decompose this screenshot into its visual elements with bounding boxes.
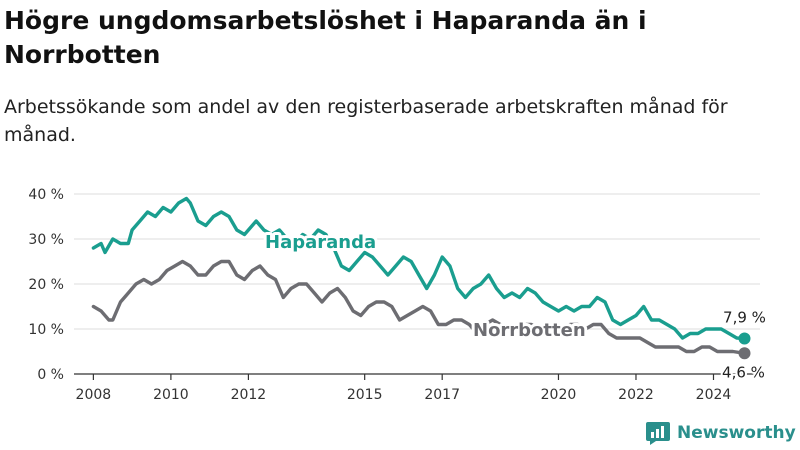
bar-chart-icon xyxy=(646,422,670,445)
x-tick-label: 2015 xyxy=(347,387,383,403)
y-tick-label: 20 % xyxy=(28,277,64,293)
x-tick-label: 2020 xyxy=(541,387,577,403)
series-label-haparanda: Haparanda xyxy=(265,232,376,253)
x-tick-label: 2022 xyxy=(618,387,654,403)
end-label-haparanda: 7,9 % xyxy=(723,308,766,326)
series-line-haparanda xyxy=(91,196,747,341)
x-tick-label: 2024 xyxy=(696,387,732,403)
series-label-norrbotten: Norrbotten xyxy=(473,320,586,341)
end-point-haparanda xyxy=(738,332,751,345)
chart-subtitle: Arbetssökande som andel av den registerb… xyxy=(4,96,728,146)
y-tick-label: 30 % xyxy=(28,232,64,248)
x-tick-label: 2012 xyxy=(231,387,267,403)
end-point-norrbotten xyxy=(738,347,751,360)
newsworthy-logo: Newsworthy xyxy=(645,419,796,447)
chart-title: Högre ungdomsarbetslöshet i Haparanda än… xyxy=(4,6,647,69)
x-tick-label: 2008 xyxy=(76,387,112,403)
y-tick-label: 10 % xyxy=(28,322,64,338)
y-tick-label: 0 % xyxy=(37,367,64,383)
y-tick-label: 40 % xyxy=(28,187,64,203)
x-tick-label: 2017 xyxy=(424,387,460,403)
series-line-norrbotten xyxy=(91,259,747,355)
brand-name: Newsworthy xyxy=(677,423,796,443)
x-tick-label: 2010 xyxy=(153,387,189,403)
end-label-norrbotten: 4,6 % xyxy=(722,363,765,381)
